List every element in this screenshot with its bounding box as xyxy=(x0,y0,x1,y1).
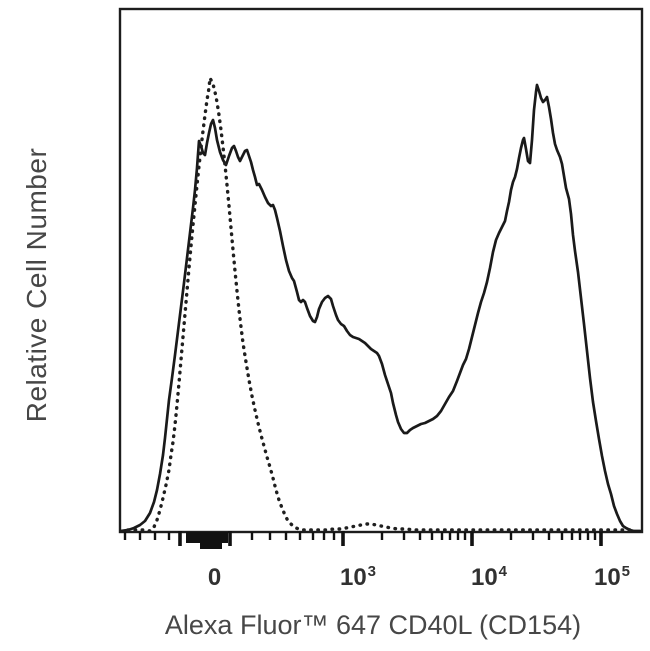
x-tick-label-10e5-exp: 5 xyxy=(621,563,631,580)
y-axis-title: Relative Cell Number xyxy=(21,147,52,423)
x-tick-label-10e4: 104 xyxy=(470,563,508,592)
x-tick-label-10e5-base: 10 xyxy=(593,564,621,591)
x-tick-label-10e4-base: 10 xyxy=(470,564,498,591)
x-tick-label-0-base: 0 xyxy=(207,564,222,591)
histogram-curves xyxy=(119,76,642,533)
x-tick-label-10e3-exp: 3 xyxy=(367,563,377,580)
x-tick-label-10e3: 103 xyxy=(339,563,377,592)
x-tick-label-0: 0 xyxy=(208,564,222,592)
x-tick-label-10e4-exp: 4 xyxy=(498,563,508,580)
plot-border xyxy=(118,7,644,534)
x-axis-title: Alexa Fluor™ 647 CD40L (CD154) xyxy=(164,610,582,640)
x-tick-label-10e3-base: 10 xyxy=(339,564,367,591)
x-tick-label-10e5: 105 xyxy=(593,563,631,592)
x-axis-ticks xyxy=(123,531,603,549)
